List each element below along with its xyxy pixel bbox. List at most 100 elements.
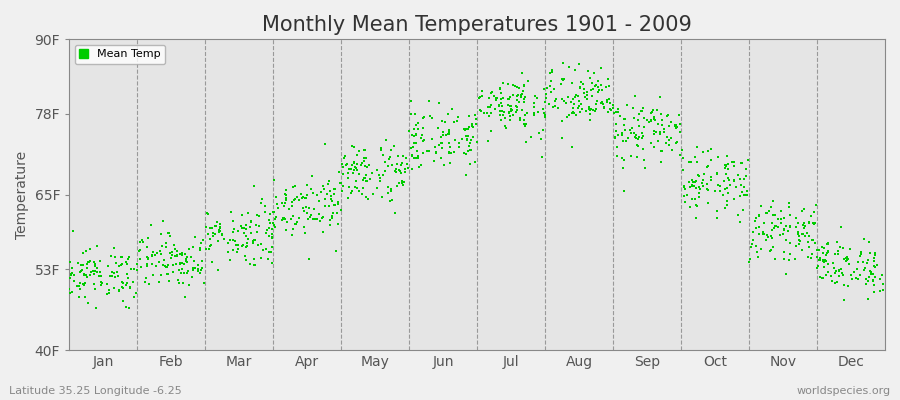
Point [536, 127, 550, 133]
Point [500, 102, 515, 108]
Point [798, 233, 813, 239]
Point [122, 285, 137, 292]
Point [248, 237, 263, 244]
Point [337, 155, 351, 161]
Point [238, 253, 252, 260]
Point [738, 172, 752, 179]
Point [740, 188, 754, 194]
Point [409, 111, 423, 118]
Point [266, 222, 281, 228]
Point [63, 275, 77, 282]
Point [202, 243, 217, 250]
Point [669, 140, 683, 146]
Point [842, 261, 857, 267]
Point [341, 175, 356, 181]
Point [398, 166, 412, 172]
Point [504, 107, 518, 114]
Point [764, 204, 778, 210]
Point [248, 256, 262, 262]
Point [212, 229, 226, 235]
Point [349, 160, 364, 167]
Point [212, 220, 227, 227]
Point [326, 210, 340, 217]
Point [251, 242, 266, 248]
Point [317, 186, 331, 192]
Point [726, 178, 741, 185]
Point [461, 125, 475, 132]
Point [512, 116, 526, 123]
Point [644, 118, 659, 124]
Point [282, 206, 296, 212]
Point [677, 184, 691, 190]
Point [627, 130, 642, 136]
Point [104, 269, 119, 276]
Point [141, 256, 156, 262]
Point [555, 76, 570, 82]
Point [139, 275, 153, 281]
Point [76, 262, 90, 268]
Point [165, 249, 179, 255]
Point [469, 116, 483, 123]
Point [331, 198, 346, 205]
Point [765, 220, 779, 226]
Point [572, 103, 586, 109]
Point [175, 266, 189, 272]
Point [616, 164, 630, 171]
Point [653, 159, 668, 165]
Point [460, 136, 474, 142]
Point [148, 252, 163, 259]
Point [178, 256, 193, 262]
Point [260, 226, 274, 233]
Point [512, 99, 526, 105]
Point [262, 225, 276, 231]
Point [256, 247, 271, 254]
Point [112, 287, 126, 293]
Point [717, 162, 732, 168]
Point [820, 250, 834, 256]
Point [663, 119, 678, 126]
Point [377, 159, 392, 166]
Point [214, 232, 229, 238]
Point [278, 200, 293, 206]
Point [777, 226, 791, 232]
Point [748, 218, 762, 224]
Point [321, 177, 336, 184]
Point [834, 266, 849, 272]
Point [398, 169, 412, 175]
Point [333, 180, 347, 187]
Point [545, 104, 560, 110]
Point [110, 269, 124, 275]
Point [290, 218, 304, 225]
Point [826, 260, 841, 266]
Point [609, 121, 624, 127]
Point [416, 150, 430, 156]
Point [760, 210, 774, 216]
Point [392, 180, 407, 186]
Point [770, 224, 785, 230]
Point [482, 112, 496, 119]
Point [646, 130, 661, 137]
Point [124, 266, 139, 272]
Point [252, 213, 266, 219]
Point [607, 110, 621, 116]
Point [404, 110, 419, 117]
Point [815, 275, 830, 282]
Point [173, 260, 187, 266]
Point [509, 83, 524, 90]
Point [551, 105, 565, 111]
Point [590, 82, 604, 88]
Point [329, 210, 344, 216]
Point [857, 236, 871, 242]
Point [589, 106, 603, 112]
Point [247, 262, 261, 268]
Point [685, 183, 699, 189]
Point [84, 246, 98, 252]
Point [867, 262, 881, 269]
Point [413, 134, 428, 141]
Point [356, 157, 371, 164]
Point [588, 83, 602, 90]
Point [807, 220, 822, 226]
Point [140, 260, 154, 267]
Point [587, 69, 601, 76]
Point [526, 100, 541, 106]
